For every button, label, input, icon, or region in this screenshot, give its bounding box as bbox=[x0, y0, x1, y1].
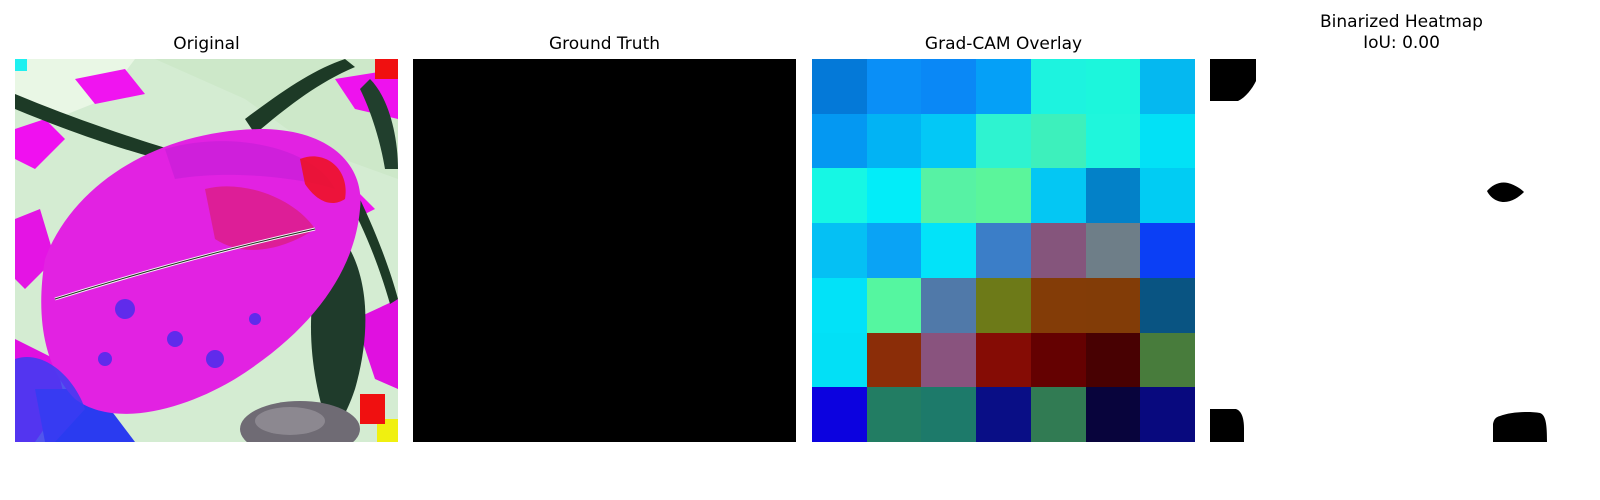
gradcam-cell bbox=[812, 277, 867, 333]
gradcam-cell bbox=[812, 223, 867, 278]
gradcam-cell bbox=[921, 59, 977, 114]
gradcam-cell bbox=[1085, 387, 1141, 442]
gradcam-cell bbox=[976, 168, 1031, 224]
gradcam-title: Grad-CAM Overlay bbox=[924, 34, 1083, 54]
gradcam-cell bbox=[812, 332, 867, 388]
gradcam-cell bbox=[1140, 168, 1195, 224]
gradcam-cell bbox=[1085, 223, 1141, 278]
gradcam-cell bbox=[1030, 223, 1086, 278]
ground-truth-title: Ground Truth bbox=[548, 34, 661, 54]
gradcam-cell bbox=[866, 223, 922, 278]
gradcam-cell bbox=[866, 277, 922, 333]
binarized-heatmap bbox=[1210, 59, 1593, 442]
gradcam-cell bbox=[1030, 59, 1086, 114]
gradcam-cell bbox=[1085, 113, 1141, 169]
gradcam-grid bbox=[812, 59, 1195, 442]
gradcam-cell bbox=[976, 332, 1031, 388]
gradcam-cell bbox=[976, 59, 1031, 114]
gradcam-cell bbox=[1085, 59, 1141, 114]
blob-bottom-right bbox=[1493, 412, 1547, 442]
gradcam-cell bbox=[1030, 387, 1086, 442]
gradcam-cell bbox=[812, 113, 867, 169]
gradcam-cell bbox=[921, 223, 977, 278]
gradcam-cell bbox=[1140, 277, 1195, 333]
gradcam-cell bbox=[1030, 168, 1086, 224]
gradcam-cell bbox=[866, 387, 922, 442]
gradcam-cell bbox=[921, 277, 977, 333]
gradcam-cell bbox=[1140, 59, 1195, 114]
blob-top-left bbox=[1210, 59, 1256, 101]
gradcam-cell bbox=[976, 387, 1031, 442]
gradcam-cell bbox=[866, 168, 922, 224]
blob-bottom-left bbox=[1210, 409, 1244, 442]
gradcam-cell bbox=[921, 168, 977, 224]
gradcam-cell bbox=[1085, 168, 1141, 224]
gradcam-cell bbox=[1140, 223, 1195, 278]
gradcam-cell bbox=[976, 113, 1031, 169]
binarized-title-text: Binarized Heatmap bbox=[1320, 12, 1483, 32]
binarized-title: Binarized Heatmap IoU: 0.00 bbox=[1210, 12, 1593, 54]
gradcam-cell bbox=[1085, 332, 1141, 388]
gradcam-cell bbox=[866, 113, 922, 169]
gradcam-cell bbox=[1030, 277, 1086, 333]
iou-score: IoU: 0.00 bbox=[1363, 33, 1440, 53]
gradcam-cell bbox=[866, 332, 922, 388]
gradcam-cell bbox=[812, 168, 867, 224]
original-image bbox=[15, 59, 398, 442]
gradcam-cell bbox=[976, 277, 1031, 333]
gradcam-overlay bbox=[812, 59, 1195, 442]
gradcam-cell bbox=[976, 223, 1031, 278]
gradcam-cell bbox=[812, 387, 867, 442]
blob-right bbox=[1487, 182, 1524, 202]
gradcam-cell bbox=[1085, 277, 1141, 333]
gradcam-cell bbox=[1140, 332, 1195, 388]
original-title: Original bbox=[173, 34, 240, 54]
gradcam-cell bbox=[1140, 113, 1195, 169]
gradcam-cell bbox=[866, 59, 922, 114]
gradcam-cell bbox=[921, 332, 977, 388]
ground-truth-mask bbox=[413, 59, 796, 442]
gradcam-cell bbox=[1030, 332, 1086, 388]
gradcam-cell bbox=[1030, 113, 1086, 169]
gradcam-cell bbox=[812, 59, 867, 114]
gradcam-cell bbox=[921, 113, 977, 169]
gradcam-cell bbox=[921, 387, 977, 442]
gradcam-cell bbox=[1140, 387, 1195, 442]
